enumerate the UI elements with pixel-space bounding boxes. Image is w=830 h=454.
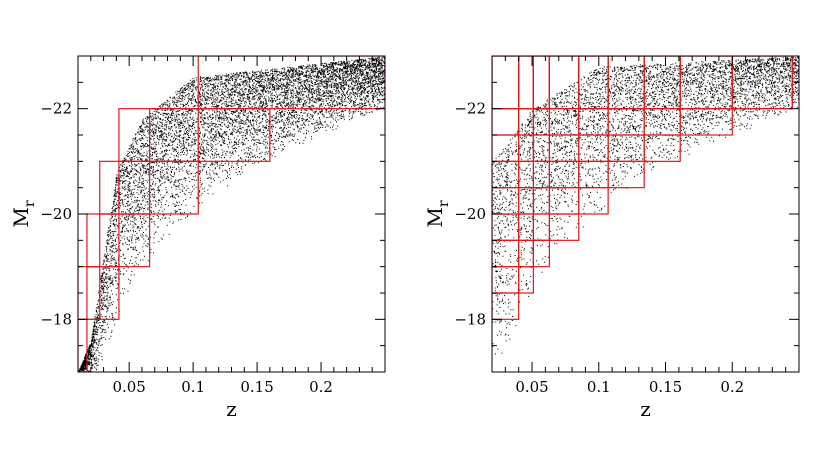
y-tick-labels-left: −18 −20 −22 (40, 100, 72, 329)
bin-box (532, 187, 550, 215)
bin-box (548, 108, 580, 136)
y-tick-label: −22 (454, 100, 486, 118)
bin-box (532, 239, 550, 268)
bin-box (679, 108, 733, 136)
x-tick-label: 0.05 (112, 378, 145, 396)
y-tick-label: −18 (454, 310, 486, 328)
bin-box (86, 213, 151, 268)
bin-box (492, 292, 520, 320)
bin-box (643, 108, 681, 136)
bin-box (532, 108, 550, 136)
bin-box (99, 213, 120, 268)
x-tick-label: 0.1 (181, 378, 205, 396)
y-axis-label-left: Mr (9, 200, 38, 227)
x-tick-label: 0.1 (587, 378, 611, 396)
bin-box (532, 134, 550, 162)
bin-box (731, 56, 793, 110)
bin-box (197, 56, 385, 110)
scatter-cloud (78, 56, 385, 372)
right-panel: 0.05 0.1 0.15 0.2 −18 −20 −22 z Mr (423, 55, 800, 421)
y-tick-label: −20 (454, 205, 486, 223)
y-tick-labels-right: −18 −20 −22 (454, 100, 486, 329)
scatter-points-left (78, 56, 385, 372)
bin-box (548, 56, 580, 110)
x-tick-label: 0.15 (240, 378, 273, 396)
x-tick-label: 0.2 (720, 378, 744, 396)
bin-box (492, 108, 520, 136)
scatter-cloud (492, 56, 799, 355)
bin-box (492, 134, 520, 162)
bin-box (518, 160, 534, 189)
bin-box (548, 160, 580, 189)
x-axis-label-left: z (226, 397, 237, 421)
bin-box (86, 266, 101, 320)
bin-boxes-left (78, 56, 385, 372)
x-tick-labels-left: 0.05 0.1 0.15 0.2 (112, 378, 333, 396)
ticks-right (491, 55, 800, 373)
y-tick-label: −18 (40, 310, 72, 328)
left-panel: 0.05 0.1 0.15 0.2 −18 −20 −22 z Mr (9, 55, 386, 421)
bin-box (118, 108, 271, 162)
x-axis-label-right: z (640, 397, 651, 421)
y-axis-label-right: Mr (423, 200, 452, 227)
bin-box (518, 56, 534, 110)
ticks-left (77, 55, 386, 373)
y-tick-label: −22 (40, 100, 72, 118)
y-tick-label: −20 (40, 205, 72, 223)
x-tick-labels-right: 0.05 0.1 0.15 0.2 (515, 378, 744, 396)
y-axis-label-sub-left: r (22, 200, 38, 207)
bin-box (578, 187, 609, 215)
bin-box (532, 213, 550, 241)
x-tick-label: 0.2 (309, 378, 333, 396)
y-axis-label-main-right: M (423, 207, 447, 227)
bin-boxes-right (492, 56, 793, 320)
y-axis-label-sub-right: r (436, 200, 452, 207)
bin-box (548, 213, 580, 241)
x-tick-label: 0.15 (649, 378, 682, 396)
bin-box (518, 266, 534, 294)
bin-box (518, 56, 534, 110)
x-tick-label: 0.05 (515, 378, 548, 396)
scatter-points-right (492, 56, 799, 355)
y-axis-label-main-left: M (9, 207, 33, 227)
bin-box (548, 56, 580, 110)
